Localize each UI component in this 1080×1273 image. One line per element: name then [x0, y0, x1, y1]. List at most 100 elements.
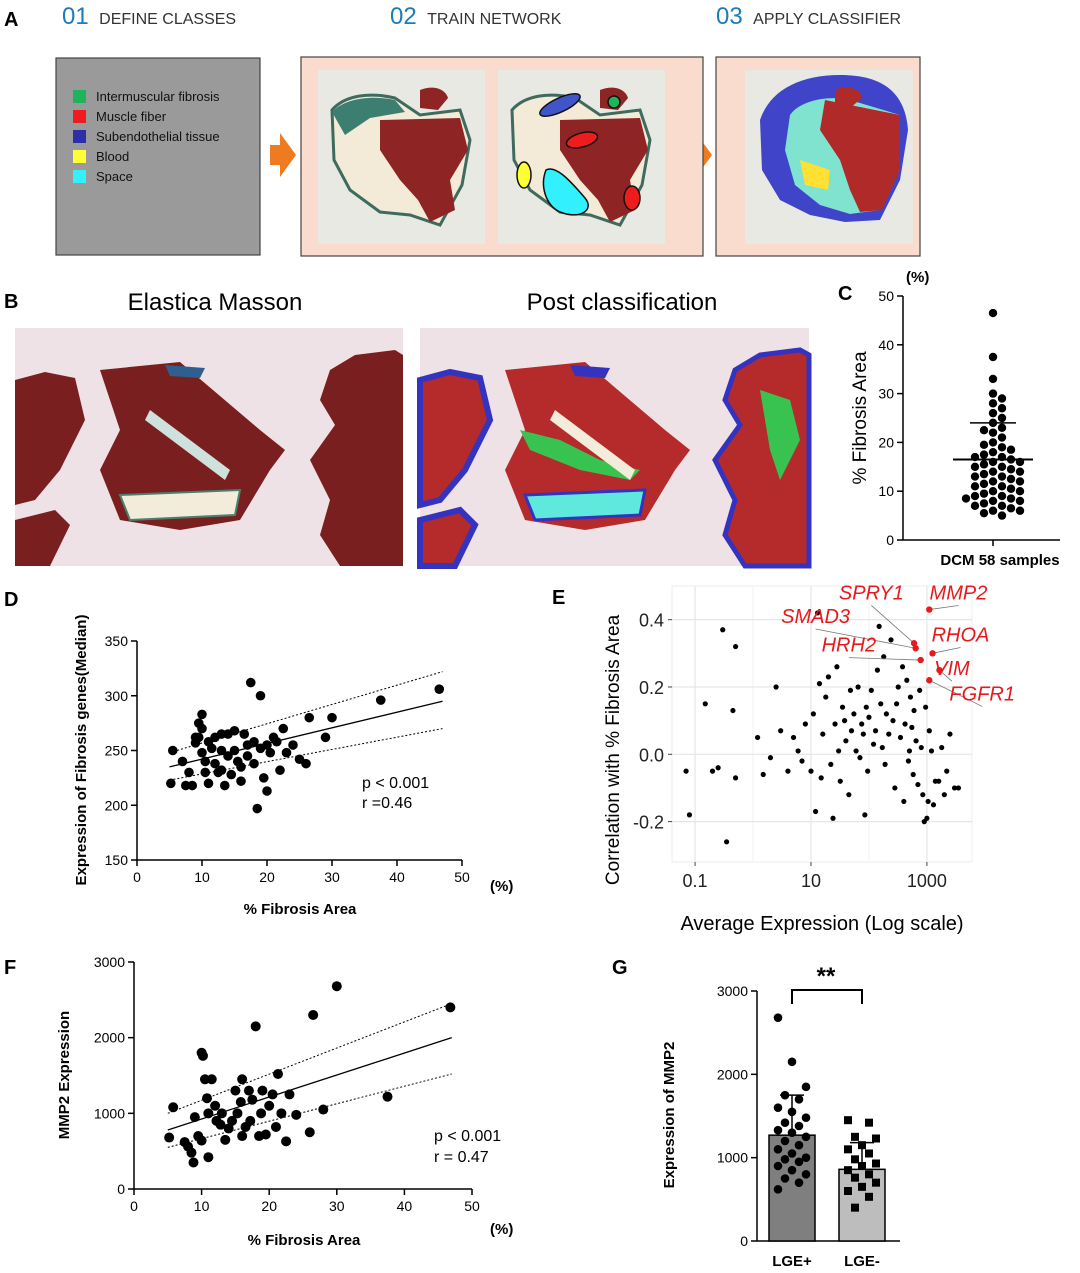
chart-f-point: [331, 981, 342, 992]
chart-e-point: [904, 677, 910, 683]
chart-g-point-lge-pos: [801, 1132, 811, 1142]
chart-g-point-lge-neg: [865, 1170, 873, 1179]
chart-e-point: [917, 687, 923, 693]
chart-d-fit-line: [169, 700, 443, 768]
chart-c-point: [979, 426, 989, 435]
chart-d-point: [252, 803, 263, 814]
chart-g: 0 1000 2000 3000 LGE+ LGE-: [717, 983, 900, 1270]
chart-c-point: [970, 472, 980, 481]
chart-c-point: [979, 489, 989, 498]
chart-c: 0 10 20 30 40 50: [878, 288, 1060, 548]
chart-g-point-lge-neg: [844, 1116, 852, 1125]
chart-f-y-tick-label: 0: [117, 1181, 125, 1197]
chart-f-point: [243, 1085, 254, 1096]
chart-e-point: [941, 792, 947, 798]
chart-f-x-tick-label: 40: [397, 1198, 413, 1214]
chart-c-point: [988, 438, 998, 447]
chart-d-point: [193, 732, 204, 743]
class-legend: Intermuscular fibrosis Muscle fiber Subend…: [73, 89, 220, 184]
chart-d-point: [375, 695, 386, 705]
chart-g-point-lge-pos: [773, 1013, 783, 1022]
chart-e-point: [888, 637, 894, 643]
chart-e-point: [881, 654, 887, 660]
chart-f-point: [227, 1115, 238, 1126]
chart-e-point: [843, 738, 849, 744]
chart-e-point: [848, 728, 855, 734]
chart-e-point: [795, 748, 801, 754]
legend-swatch: [73, 110, 86, 123]
chart-f: 0 1000 2000 3000 0 10 20 30 40 50: [94, 954, 480, 1214]
chart-f-x-tick-label: 30: [329, 1198, 345, 1214]
chart-d-x-tick-label: 10: [194, 869, 210, 885]
chart-e-point: [732, 775, 739, 781]
chart-d-point: [229, 725, 240, 736]
chart-d-point: [288, 740, 298, 750]
chart-e-point: [879, 744, 885, 751]
chart-f-point: [308, 1009, 319, 1020]
chart-c-y-label: % Fibrosis Area: [850, 351, 871, 484]
chart-f-point: [276, 1108, 287, 1119]
chart-f-point: [232, 1108, 243, 1119]
chart-g-point-lge-pos: [787, 1107, 797, 1117]
chart-e-point: [892, 785, 898, 791]
chart-d-point: [434, 684, 445, 694]
chart-e-point: [907, 694, 914, 700]
chart-e-x-tick-label: 1000: [907, 871, 947, 891]
chart-f-point: [164, 1132, 175, 1143]
panel-f: F MMP2 Expression % Fibrosis Area (%) p …: [4, 954, 513, 1249]
panel-a: A 01 DEFINE CLASSES 02 TRAIN NETWORK 03 …: [4, 3, 921, 257]
chart-d-y-label: Expression of Fibrosis genes(Median): [73, 615, 90, 886]
chart-e-point: [823, 694, 829, 700]
step-1-title: 01 DEFINE CLASSES: [62, 3, 236, 30]
chart-e-gene-label: RHOA: [932, 625, 990, 647]
chart-f-point: [189, 1112, 200, 1123]
chart-e-highlight-point: [910, 640, 918, 647]
panel-f-letter: F: [4, 957, 16, 979]
chart-c-point: [979, 479, 989, 489]
chart-f-point: [318, 1104, 329, 1115]
chart-d-point: [278, 723, 289, 734]
chart-e-point: [812, 808, 819, 815]
chart-g-point-lge-neg: [865, 1149, 873, 1158]
chart-e-point: [702, 701, 708, 707]
chart-e-point: [709, 768, 716, 774]
chart-c-point: [997, 394, 1007, 403]
chart-e-point: [836, 748, 842, 754]
chart-d-point: [242, 751, 253, 761]
chart-f-point: [445, 1002, 456, 1013]
legend-label: Intermuscular fibrosis: [96, 89, 220, 104]
chart-c-point: [1006, 465, 1016, 474]
chart-e-label-leader: [929, 679, 983, 707]
chart-e-point: [906, 748, 913, 754]
chart-e-point: [926, 728, 932, 734]
chart-e-point: [816, 681, 823, 687]
chart-d-x-tick-label: 40: [389, 869, 405, 885]
chart-f-point: [284, 1089, 295, 1100]
chart-g-point-lge-pos: [801, 1153, 811, 1162]
panel-e-letter: E: [552, 587, 565, 609]
chart-e-point: [837, 778, 843, 784]
chart-f-y-tick-label: 3000: [94, 954, 125, 970]
chart-c-point: [997, 491, 1007, 501]
masson-tissue-section: [15, 350, 403, 566]
step-1-label: DEFINE CLASSES: [99, 11, 236, 28]
chart-c-point: [997, 462, 1007, 471]
chart-e-point: [947, 731, 953, 737]
chart-c-point: [970, 482, 980, 491]
chart-f-x-tick-label: 0: [130, 1198, 138, 1214]
chart-e-point: [955, 785, 962, 791]
chart-c-point: [979, 460, 989, 469]
chart-c-point: [1015, 467, 1025, 476]
chart-e-point: [860, 731, 866, 737]
chart-e-point: [818, 775, 824, 781]
chart-f-x-label: % Fibrosis Area: [248, 1232, 361, 1249]
chart-d-point: [275, 765, 285, 776]
chart-e-label-leader: [932, 647, 961, 654]
chart-e-point: [910, 771, 916, 778]
chart-f-y-label: MMP2 Expression: [56, 1011, 73, 1139]
chart-f-point: [272, 1068, 283, 1079]
chart-c-point: [970, 501, 980, 511]
chart-f-x-tick-label: 20: [261, 1198, 277, 1214]
chart-e-highlight-point: [917, 656, 924, 664]
